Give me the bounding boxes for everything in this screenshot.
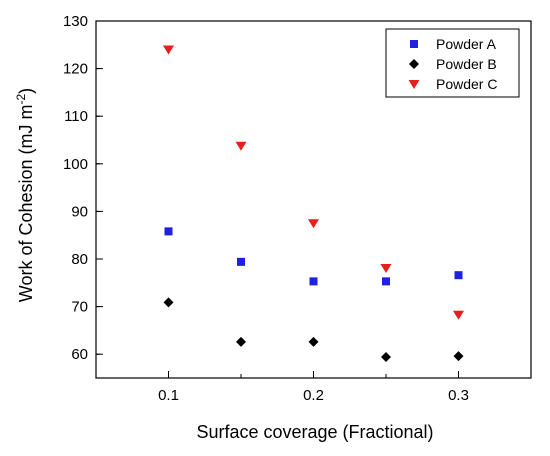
y-tick-label: 120 (63, 61, 88, 78)
y-tick-label: 80 (71, 251, 88, 268)
legend-label-powder-b: Powder B (436, 56, 497, 72)
powder-a-point (309, 277, 318, 286)
powder-a-point (454, 271, 463, 280)
legend-label-powder-c: Powder C (436, 76, 497, 92)
y-tick-label: 100 (63, 156, 88, 173)
y-tick-label: 110 (64, 108, 88, 125)
legend: Powder A Powder B Powder C (385, 28, 520, 98)
legend-box (385, 28, 520, 98)
powder-a-point (382, 277, 390, 286)
powder-c-point (380, 264, 392, 274)
y-tick-label: 70 (71, 299, 88, 316)
x-axis-title: Surface coverage (Fractional) (196, 422, 433, 442)
powder-b-point (236, 336, 246, 347)
powder-c-point (308, 219, 319, 229)
y-tick-label: 60 (71, 346, 88, 363)
powder-b-point (453, 351, 464, 362)
legend-marker-powder-a (410, 40, 418, 48)
powder-c-point (453, 310, 464, 320)
x-tick-label: 0.3 (448, 387, 469, 404)
powder-a-point (164, 227, 173, 236)
powder-a-point (237, 257, 245, 266)
x-tick-label: 0.1 (158, 387, 179, 404)
ticks: 60 70 80 90 100 110 120 130 0.1 0.2 0.3 (63, 13, 469, 404)
x-tick-label: 0.2 (303, 387, 324, 404)
y-axis-title-main: Work of Cohesion (mJ m (16, 104, 36, 302)
legend-label-powder-a: Powder A (436, 36, 497, 52)
y-tick-label: 130 (63, 13, 88, 30)
powder-b-point (308, 336, 319, 347)
data-points (163, 45, 464, 363)
powder-b-point (163, 297, 174, 308)
powder-c-point (235, 141, 247, 151)
y-axis-title-superscript: -2 (14, 93, 28, 104)
y-axis-title-suffix: ) (16, 88, 36, 94)
legend-marker-powder-c (408, 80, 420, 89)
legend-marker-powder-b (409, 59, 419, 69)
y-axis-title: Work of Cohesion (mJ m-2) (14, 88, 36, 302)
powder-b-point (381, 352, 391, 363)
y-tick-label: 90 (71, 203, 88, 220)
powder-c-point (163, 45, 174, 55)
